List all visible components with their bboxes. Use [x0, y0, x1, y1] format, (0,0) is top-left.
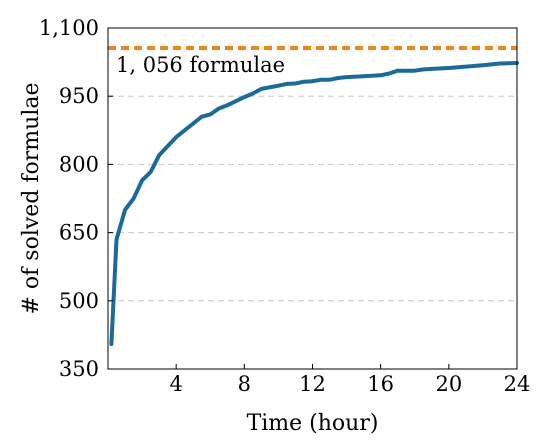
- y-tick-label: 500: [59, 289, 99, 313]
- reference-line-group: 1, 056 formulae: [108, 48, 517, 77]
- x-tick-label: 24: [504, 372, 531, 396]
- reference-line-label: 1, 056 formulae: [116, 53, 285, 77]
- plot-frame: [108, 28, 517, 369]
- grid-lines: [108, 96, 517, 301]
- x-tick-label: 16: [367, 372, 394, 396]
- y-tick-label: 1,100: [39, 16, 99, 40]
- x-tick-labels: 4 8 12 16 20 24: [169, 372, 530, 396]
- y-tick-labels: 350 500 650 800 950 1,100: [39, 16, 99, 381]
- series-group: [111, 63, 517, 344]
- y-tick-label: 650: [59, 221, 99, 245]
- y-axis-title: # of solved formulae: [19, 82, 44, 314]
- x-axis-title: Time (hour): [247, 411, 379, 436]
- y-tick-label: 350: [59, 357, 99, 381]
- x-tick-label: 12: [299, 372, 326, 396]
- series-line: [111, 63, 517, 344]
- y-tick-label: 950: [59, 84, 99, 108]
- x-tick-label: 8: [238, 372, 251, 396]
- x-tick-label: 4: [169, 372, 182, 396]
- x-tick-label: 20: [435, 372, 462, 396]
- axis-ticks: [108, 28, 517, 369]
- y-tick-label: 800: [59, 152, 99, 176]
